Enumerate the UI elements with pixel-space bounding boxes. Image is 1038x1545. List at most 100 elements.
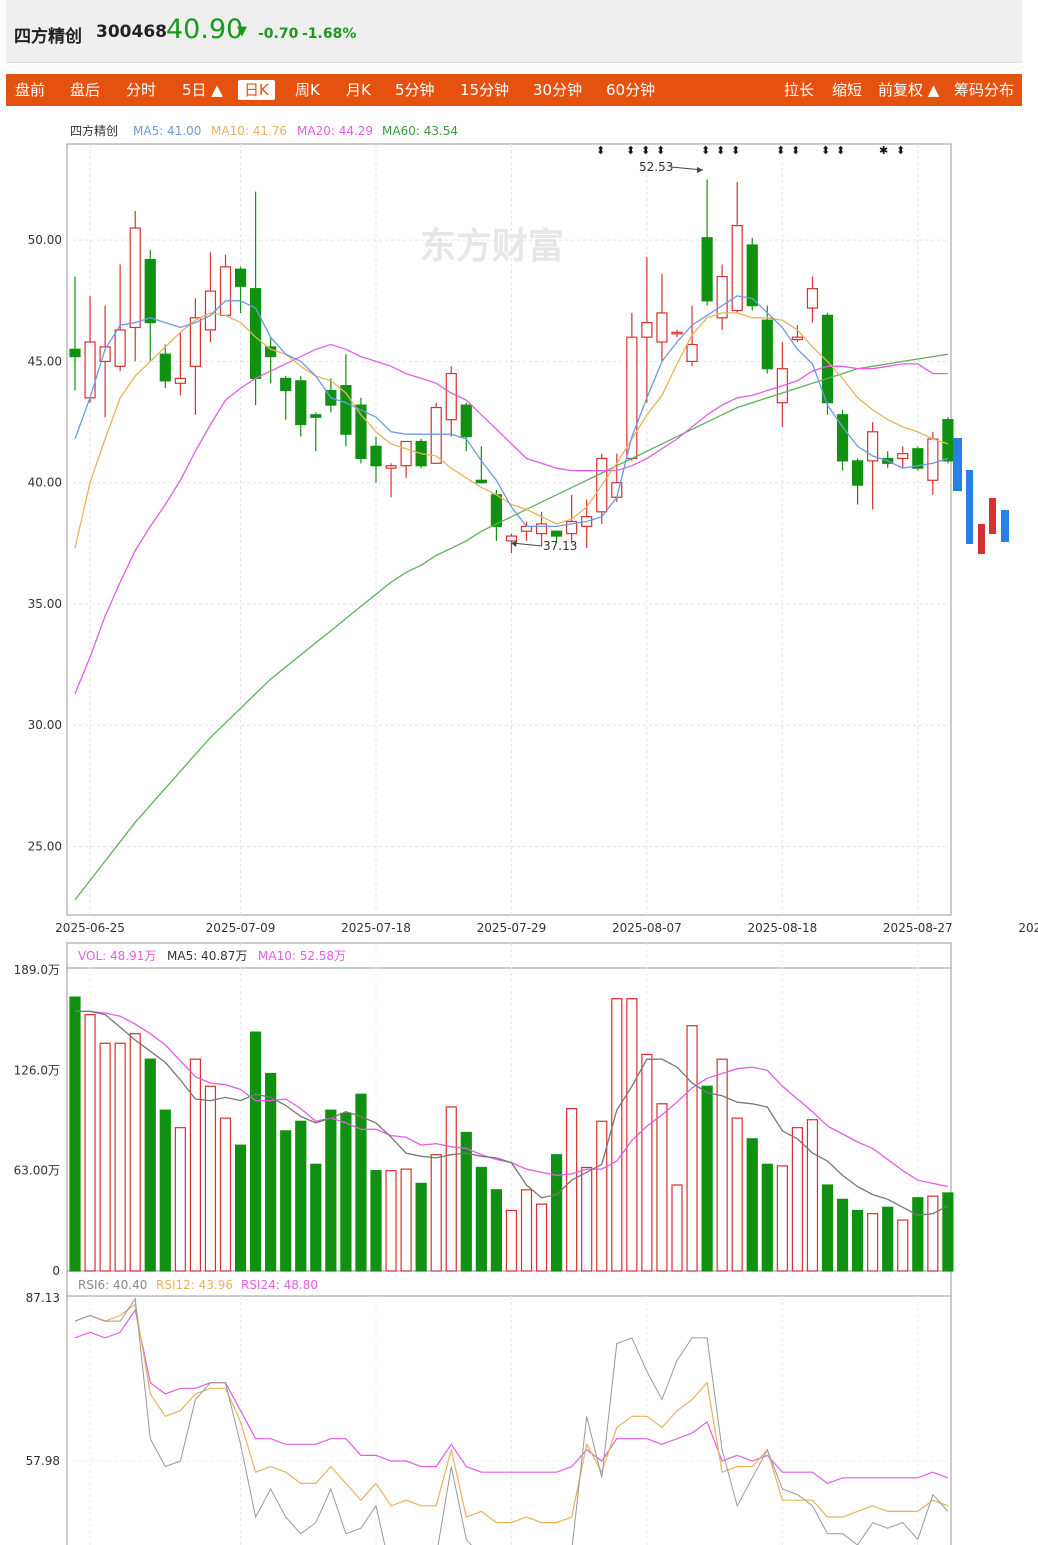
event-marker: ⬍ xyxy=(656,144,665,157)
volume-bar xyxy=(535,1203,548,1272)
volume-bar xyxy=(942,1192,954,1272)
candle xyxy=(99,305,111,418)
candle xyxy=(340,354,352,447)
candle-body xyxy=(912,448,924,469)
candle xyxy=(265,337,277,384)
volume-bar xyxy=(686,1025,698,1272)
candle-body xyxy=(731,225,743,312)
price-tick-label: 45.00 xyxy=(28,354,62,368)
vol-legend-vol: VOL: 48.91万 xyxy=(78,949,156,963)
price-legend-ma5: MA5: 41.00 xyxy=(133,124,201,138)
candle xyxy=(69,276,81,391)
candle-body xyxy=(746,244,758,307)
tab-5min[interactable]: 5分钟 xyxy=(395,81,435,99)
low-annotation: 37.13 xyxy=(511,539,577,553)
candle-body xyxy=(535,523,548,535)
event-marker: ⬍ xyxy=(791,144,800,157)
candle-body xyxy=(219,266,232,316)
candle-body xyxy=(656,312,668,343)
adjust-dropdown[interactable]: 前复权 ▲ xyxy=(878,81,940,99)
chip-bar xyxy=(989,498,996,534)
candle-body xyxy=(927,438,939,481)
tab-premarket[interactable]: 盘前 xyxy=(15,81,46,99)
price-tick-label: 25.00 xyxy=(28,840,62,854)
candle xyxy=(475,446,487,484)
tab-afterhours[interactable]: 盘后 xyxy=(70,81,101,99)
candle-body xyxy=(761,319,773,370)
stock-header: 四方精创 300468 40.90 ▼ -0.70 -1.68% xyxy=(6,0,1022,63)
volume-bar xyxy=(84,1013,96,1272)
candle-body xyxy=(836,414,849,462)
volume-bar xyxy=(611,998,623,1272)
date-tick-label: 2025-08-18 xyxy=(747,921,817,935)
volume-bar xyxy=(927,1195,939,1272)
tab-weekly-k[interactable]: 周K xyxy=(295,81,320,99)
candle xyxy=(144,249,156,362)
candle xyxy=(159,344,171,389)
volume-bar xyxy=(355,1093,367,1272)
volume-bar xyxy=(836,1198,849,1272)
candle-body xyxy=(265,346,277,358)
candle-body xyxy=(566,520,578,535)
volume-bar xyxy=(340,1112,352,1272)
ma60-line xyxy=(74,353,949,901)
price-legend-name: 四方精创 xyxy=(70,123,118,138)
volume-bar xyxy=(791,1127,804,1272)
shrink-button[interactable]: 缩短 xyxy=(832,81,863,99)
volume-bar xyxy=(882,1206,894,1272)
chip-distribution-button[interactable]: 筹码分布 xyxy=(954,81,1015,99)
volume-bar xyxy=(761,1163,773,1272)
candle-body xyxy=(520,525,533,532)
tab-60min[interactable]: 60分钟 xyxy=(606,81,656,99)
candle-body xyxy=(942,419,954,462)
volume-bar xyxy=(550,1154,563,1272)
candle-body xyxy=(189,317,201,367)
volume-bar xyxy=(912,1197,924,1272)
high-label: 52.53 xyxy=(639,160,673,174)
price-change-pct: -1.68% xyxy=(302,26,357,42)
candle xyxy=(445,366,457,437)
candle-body xyxy=(99,346,111,363)
candle-body xyxy=(295,380,307,426)
stock-code: 300468 xyxy=(96,22,167,42)
volume-bar xyxy=(114,1042,126,1272)
tab-5day[interactable]: 5日 ▲ xyxy=(182,81,223,99)
tab-daily-k[interactable]: 日K xyxy=(238,80,275,100)
candle xyxy=(912,446,924,471)
tab-30min[interactable]: 30分钟 xyxy=(533,81,583,99)
candle xyxy=(430,402,442,464)
volume-bar xyxy=(505,1209,518,1272)
volume-bar xyxy=(280,1130,292,1272)
volume-bar xyxy=(746,1138,758,1272)
volume-bar xyxy=(475,1166,487,1272)
date-tick-label: 2025-09-05 xyxy=(1018,921,1038,935)
candle-body xyxy=(806,288,819,309)
candle xyxy=(791,325,804,343)
volume-bar xyxy=(204,1085,217,1272)
tab-monthly-k[interactable]: 月K xyxy=(346,81,371,99)
candle-body xyxy=(550,530,563,537)
tab-15min[interactable]: 15分钟 xyxy=(460,81,510,99)
event-marker: ⬍ xyxy=(836,144,845,157)
price-tick-label: 50.00 xyxy=(28,233,62,247)
vol-legend-ma5: MA5: 40.87万 xyxy=(167,949,247,963)
volume-ma5-line xyxy=(75,1010,949,1216)
volume-bar xyxy=(250,1031,262,1272)
volume-bar xyxy=(716,1058,728,1272)
candle xyxy=(189,298,201,415)
candle xyxy=(656,274,668,362)
candle xyxy=(114,264,126,372)
volume-bar xyxy=(415,1182,427,1272)
watermark: 东方财富 xyxy=(420,225,564,267)
candle xyxy=(731,181,743,313)
stretch-button[interactable]: 拉长 xyxy=(784,81,815,99)
candle xyxy=(851,458,864,505)
tab-intraday[interactable]: 分时 xyxy=(126,81,157,99)
volume-bar xyxy=(144,1058,156,1272)
price-change: -0.70 xyxy=(258,26,299,42)
candle-body xyxy=(370,445,382,467)
event-marker: ⬍ xyxy=(626,144,635,157)
candle-body xyxy=(114,329,126,367)
candle-body xyxy=(475,479,487,484)
event-marker: ⬍ xyxy=(821,144,830,157)
